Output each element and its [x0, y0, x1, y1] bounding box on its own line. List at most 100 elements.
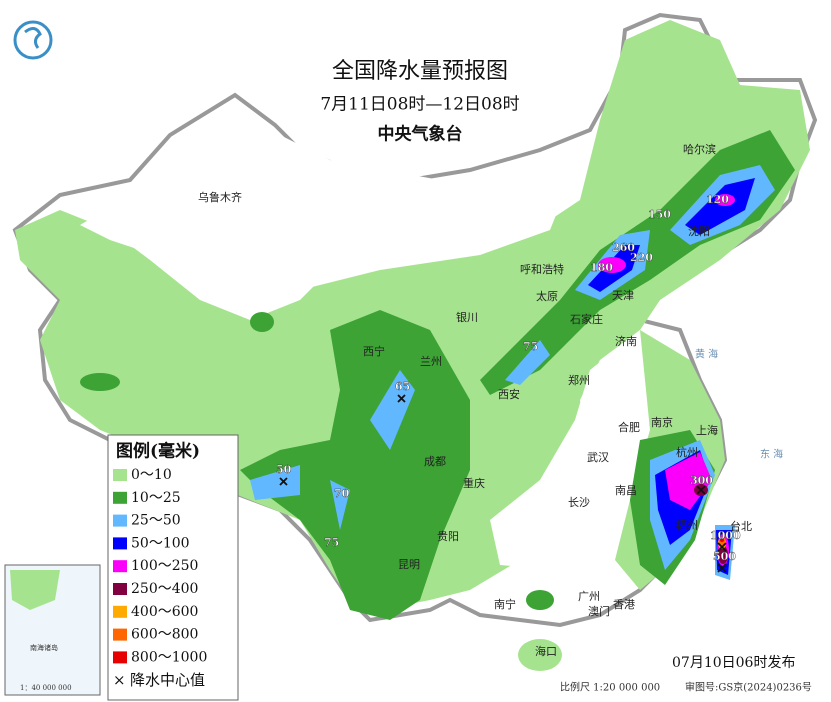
legend-label: 400～600 — [131, 604, 198, 620]
legend-label: 0～10 — [131, 467, 172, 483]
rain-area — [720, 538, 724, 542]
rain-area — [330, 480, 350, 530]
city-label: 澳门 — [588, 604, 610, 618]
city-label: 哈尔滨 — [683, 142, 716, 156]
sea-label: 东 海 — [760, 448, 783, 461]
legend-swatch — [113, 583, 127, 595]
city-label: 天津 — [612, 289, 634, 302]
city-label: 济南 — [615, 334, 637, 348]
rain-center-value: 180 — [590, 261, 613, 274]
rain-area — [518, 639, 562, 671]
dry-area — [80, 110, 570, 300]
legend-label: 25～50 — [131, 513, 181, 529]
legend-title: 图例(毫米) — [116, 441, 200, 462]
legend-label: 600～800 — [131, 627, 198, 643]
city-label: 香港 — [613, 598, 635, 611]
rain-center-value: 50 — [276, 463, 292, 476]
city-label: 石家庄 — [570, 312, 603, 326]
logo — [13, 20, 53, 60]
city-label: 南宁 — [494, 597, 516, 611]
city-label: 上海 — [696, 423, 718, 437]
center-marker — [279, 394, 727, 573]
rain-center-value: 220 — [630, 251, 653, 264]
city-label: 福州 — [676, 518, 698, 532]
rain-area — [250, 465, 300, 500]
legend-swatch — [113, 560, 127, 573]
rain-center-value: 75 — [523, 340, 538, 353]
rain-center-value: 75 — [324, 536, 339, 549]
legend-items: 0～10 10～25 25～50 50～100 100～250 250～400 400～60… — [113, 467, 207, 665]
city-label: 杭州 — [676, 445, 698, 459]
city-label: 沈阳 — [688, 224, 710, 238]
rain-center-value: 65 — [395, 380, 410, 393]
city-label: 银川 — [456, 310, 478, 324]
city-label: 太原 — [536, 290, 558, 303]
legend-swatch — [113, 628, 127, 641]
inset-scale: 1：40 000 000 — [20, 684, 72, 692]
inset-land — [10, 570, 60, 610]
rain-center-value: 260 — [612, 241, 635, 254]
map-subtitle: 7月11日08时—12日08时 — [320, 95, 519, 115]
legend-label: 10～25 — [131, 490, 181, 506]
rain-area — [80, 373, 120, 391]
legend-box — [107, 434, 239, 701]
city-label: 呼和浩特 — [520, 262, 564, 276]
approval-number: 审图号:GS京(2024)0236号 — [685, 681, 812, 694]
city-label: 西安 — [498, 387, 520, 401]
issued-time: 07月10日06时发布 — [672, 655, 795, 671]
legend-swatch — [113, 651, 127, 664]
legend-marker-symbol: × — [113, 671, 126, 689]
city-label: 成都 — [424, 455, 446, 468]
legend-label: 800～1000 — [131, 649, 207, 665]
legend-swatch — [113, 491, 127, 504]
legend-swatch — [113, 469, 127, 481]
city-label: 武汉 — [587, 451, 609, 464]
inset-label: 南海诸岛 — [30, 643, 58, 652]
city-label: 重庆 — [463, 476, 485, 490]
city-label: 昆明 — [398, 558, 420, 571]
rain-areas — [15, 20, 810, 671]
rain-centers: 260 220 180 150 120 75 65 50 70 75 300 1… — [276, 193, 741, 573]
legend-swatch — [113, 514, 127, 527]
city-label: 贵阳 — [437, 530, 459, 543]
rain-center-value: 150 — [648, 208, 671, 221]
city-label: 南京 — [651, 415, 673, 429]
issuer: 中央气象台 — [378, 124, 463, 145]
city-label: 兰州 — [420, 355, 442, 368]
legend-label: 100～250 — [131, 558, 198, 574]
legend-label: 250～400 — [131, 581, 198, 597]
legend-swatch — [113, 605, 127, 618]
dry-area — [490, 330, 655, 570]
sea-label: 黄 海 — [695, 348, 718, 361]
city-label: 乌鲁木齐 — [198, 190, 242, 204]
rain-center-value: 120 — [706, 193, 729, 206]
rain-area — [598, 257, 626, 273]
rain-area — [715, 194, 735, 206]
cities: 乌鲁木齐 哈尔滨 沈阳 呼和浩特 天津 石家庄 太原 银川 济南 西宁 兰州 西… — [198, 142, 752, 658]
rain-area — [370, 370, 415, 450]
city-label: 长沙 — [568, 496, 590, 509]
rain-center-value: 500 — [713, 550, 736, 563]
logo-mark — [24, 27, 42, 49]
city-label: 西宁 — [363, 344, 385, 358]
city-label: 南昌 — [615, 484, 637, 497]
city-label: 台北 — [730, 519, 752, 533]
legend-swatch — [113, 537, 127, 550]
city-label: 广州 — [578, 590, 600, 603]
legend-label: 50～100 — [131, 535, 190, 551]
rain-area — [526, 590, 554, 610]
scale-text: 比例尺 1:20 000 000 — [560, 681, 660, 694]
rain-center-value: 1000 — [710, 529, 741, 542]
city-label: 郑州 — [568, 373, 590, 387]
city-label: 合肥 — [618, 420, 640, 434]
rain-area — [250, 312, 274, 332]
rain-area — [685, 178, 755, 235]
map-title: 全国降水量预报图 — [332, 59, 508, 84]
rain-center-value: 70 — [334, 487, 350, 500]
city-label: 海口 — [535, 644, 557, 658]
rain-center-value: 300 — [690, 474, 713, 487]
legend-marker-label: 降水中心值 — [130, 671, 205, 689]
rain-area — [505, 340, 550, 385]
